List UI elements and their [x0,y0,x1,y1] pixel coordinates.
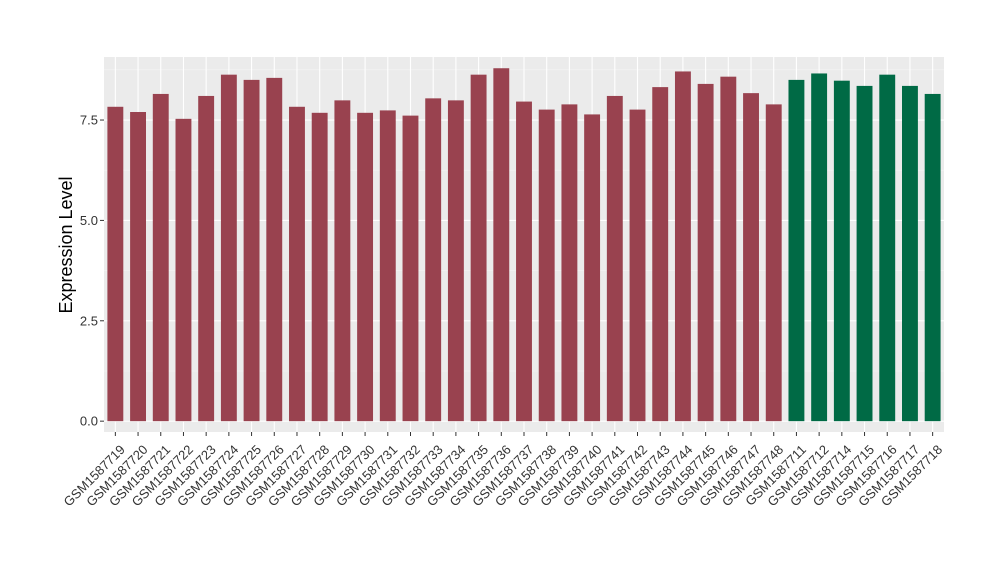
bar-GSM1587730 [357,112,374,422]
bar-GSM1587719 [107,106,124,422]
bar-GSM1587724 [220,74,237,422]
bar-GSM1587739 [561,104,578,422]
bar-GSM1587731 [379,110,396,422]
bar-GSM1587715 [856,85,873,422]
bar-GSM1587723 [198,95,215,422]
bar-GSM1587732 [402,115,419,422]
bar-GSM1587744 [674,71,691,422]
y-tick-label: 7.5 [80,113,98,128]
y-axis: 0.0 2.5 5.0 7.5 [80,113,104,429]
bar-GSM1587735 [470,74,487,422]
bar-GSM1587717 [902,85,918,422]
bar-GSM1587728 [311,112,328,422]
bar-GSM1587740 [584,114,601,422]
y-tick-label: 0.0 [80,414,98,429]
x-axis: GSM1587719GSM1587720GSM1587721GSM1587722… [61,432,945,509]
bar-GSM1587721 [152,93,169,422]
y-axis-title: Expression Level [56,176,76,313]
bar-GSM1587734 [447,100,464,422]
bars-group [107,68,941,422]
bar-GSM1587748 [765,104,782,422]
bar-GSM1587711 [788,79,805,422]
bar-GSM1587741 [606,95,623,422]
bar-GSM1587743 [652,87,669,422]
bar-GSM1587727 [289,106,305,422]
y-tick-label: 5.0 [80,213,98,228]
y-tick-label: 2.5 [80,313,98,328]
bar-GSM1587720 [130,112,146,422]
bar-GSM1587747 [743,93,759,422]
bar-GSM1587745 [697,83,714,422]
bar-GSM1587736 [493,68,510,422]
bar-GSM1587737 [516,101,532,422]
bar-GSM1587733 [425,98,442,422]
bar-GSM1587726 [266,77,283,422]
bar-GSM1587722 [175,118,192,422]
bar-GSM1587712 [811,73,828,422]
bar-GSM1587746 [720,76,737,422]
bar-GSM1587725 [243,79,260,422]
bar-GSM1587729 [334,100,351,422]
bar-GSM1587738 [538,109,555,422]
bar-GSM1587714 [833,80,850,422]
bar-GSM1587718 [924,93,941,422]
bar-GSM1587716 [879,74,896,422]
bar-GSM1587742 [629,109,646,422]
